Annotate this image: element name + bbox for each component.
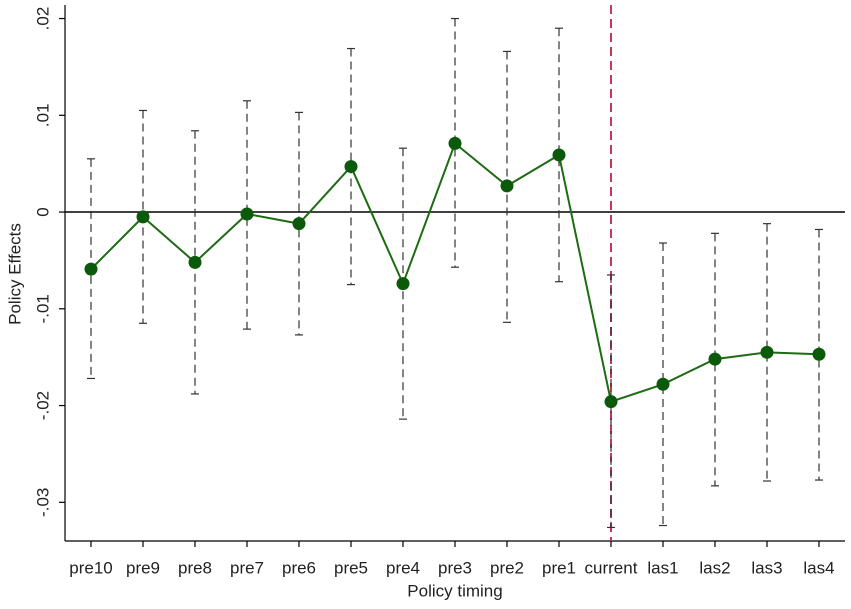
x-tick-label: pre5: [334, 558, 368, 577]
error-bar: [243, 100, 251, 330]
x-tick-label: las3: [751, 558, 782, 577]
point: [292, 217, 306, 231]
error-bar: [659, 242, 667, 527]
point: [188, 255, 202, 269]
x-tick-label: pre7: [230, 558, 264, 577]
point: [136, 210, 150, 224]
point: [84, 262, 98, 276]
point: [344, 160, 358, 174]
x-tick-label: current: [585, 558, 638, 577]
point: [656, 377, 670, 391]
point: [396, 277, 410, 291]
point: [708, 352, 722, 366]
point: [812, 347, 826, 361]
point: [500, 179, 514, 193]
x-tick-label: pre6: [282, 558, 316, 577]
y-tick-label: -.02: [33, 391, 52, 420]
y-tick-label: 0: [33, 207, 52, 216]
x-tick-label: pre2: [490, 558, 524, 577]
error-bar: [763, 223, 771, 482]
x-axis-title: Policy timing: [407, 581, 502, 600]
error-bar: [607, 274, 615, 529]
y-tick-label: -.01: [33, 294, 52, 323]
y-axis-title: Policy Effects: [5, 223, 24, 325]
x-tick-label: pre10: [69, 558, 112, 577]
y-tick-label: -.03: [33, 488, 52, 517]
x-tick-label: pre9: [126, 558, 160, 577]
error-bar: [711, 232, 719, 487]
point: [240, 207, 254, 221]
point: [552, 148, 566, 162]
x-tick-label: las4: [803, 558, 834, 577]
x-tick-label: pre3: [438, 558, 472, 577]
x-tick-label: pre8: [178, 558, 212, 577]
x-tick-label: pre1: [542, 558, 576, 577]
x-tick-label: las2: [699, 558, 730, 577]
y-tick-label: .02: [33, 7, 52, 31]
point: [448, 136, 462, 150]
y-tick-label: .01: [33, 103, 52, 127]
error-bar: [815, 228, 823, 481]
error-bar: [555, 27, 563, 283]
point: [604, 395, 618, 409]
x-tick-label: las1: [647, 558, 678, 577]
point: [760, 345, 774, 359]
x-tick-label: pre4: [386, 558, 420, 577]
